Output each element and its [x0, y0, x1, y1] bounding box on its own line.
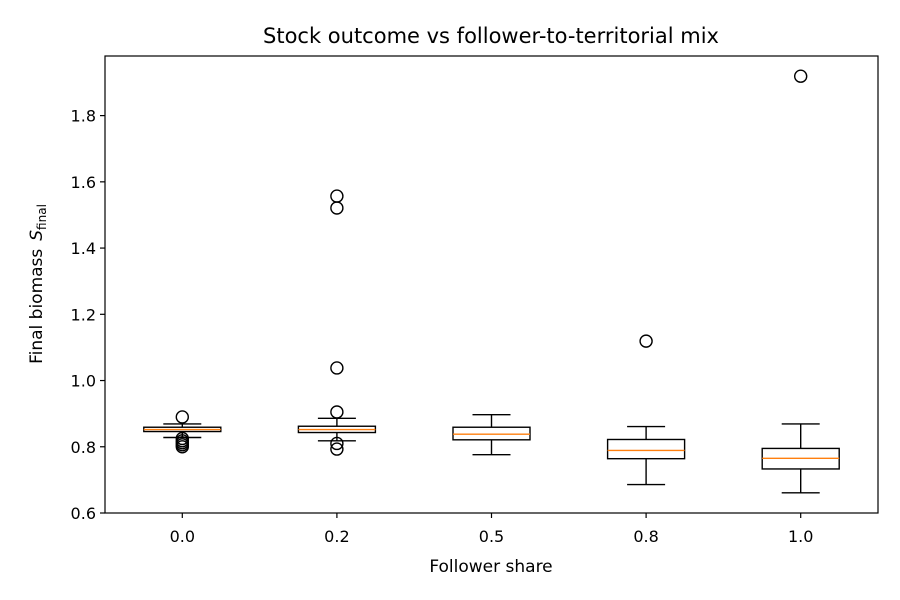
box-group-0-2	[297, 189, 377, 456]
outlier-point	[330, 442, 344, 456]
y-tick-label: 1.0	[71, 372, 96, 391]
chart-title: Stock outcome vs follower-to-territorial…	[263, 24, 719, 48]
y-tick-label: 1.8	[71, 107, 96, 126]
x-tick-label: 1.0	[788, 527, 813, 546]
outlier-point	[794, 69, 808, 83]
x-tick-label: 0.2	[324, 527, 349, 546]
y-tick-label: 1.6	[71, 173, 96, 192]
outlier-point	[330, 361, 344, 375]
outlier-point	[639, 334, 653, 348]
y-axis-label-main: Final biomass	[27, 249, 47, 364]
y-tick-label: 1.2	[71, 305, 96, 324]
y-axis-label: Final biomass Sfinal	[27, 204, 49, 364]
axes: 0.6 0.8 1.0 1.2 1.4 1.6 1.8 0.0 0.2 0.5 0.8 1.0	[71, 55, 879, 546]
y-axis-label-symbol: S	[27, 230, 47, 241]
x-tick-label: 0.8	[633, 527, 658, 546]
outlier-point	[175, 440, 190, 454]
y-tick-label: 1.4	[71, 239, 96, 258]
outlier-point	[330, 436, 344, 451]
box-group-0-8	[606, 334, 686, 486]
box-group-1-0	[761, 69, 840, 494]
y-axis-label-subscript: final	[35, 204, 49, 230]
outlier-point	[175, 410, 190, 424]
y-tick-label: 0.6	[71, 504, 96, 523]
x-axis-label: Follower share	[429, 557, 552, 577]
outlier-point	[330, 405, 344, 419]
box-group-0-5	[452, 413, 531, 456]
box-iqr	[606, 438, 686, 460]
x-tick-label: 0.5	[479, 527, 504, 546]
y-tick-label: 0.8	[71, 438, 96, 457]
x-tick-label: 0.0	[170, 527, 195, 546]
plot-area	[143, 69, 840, 494]
outlier-point	[330, 201, 344, 215]
box-group-0-0	[143, 410, 222, 454]
